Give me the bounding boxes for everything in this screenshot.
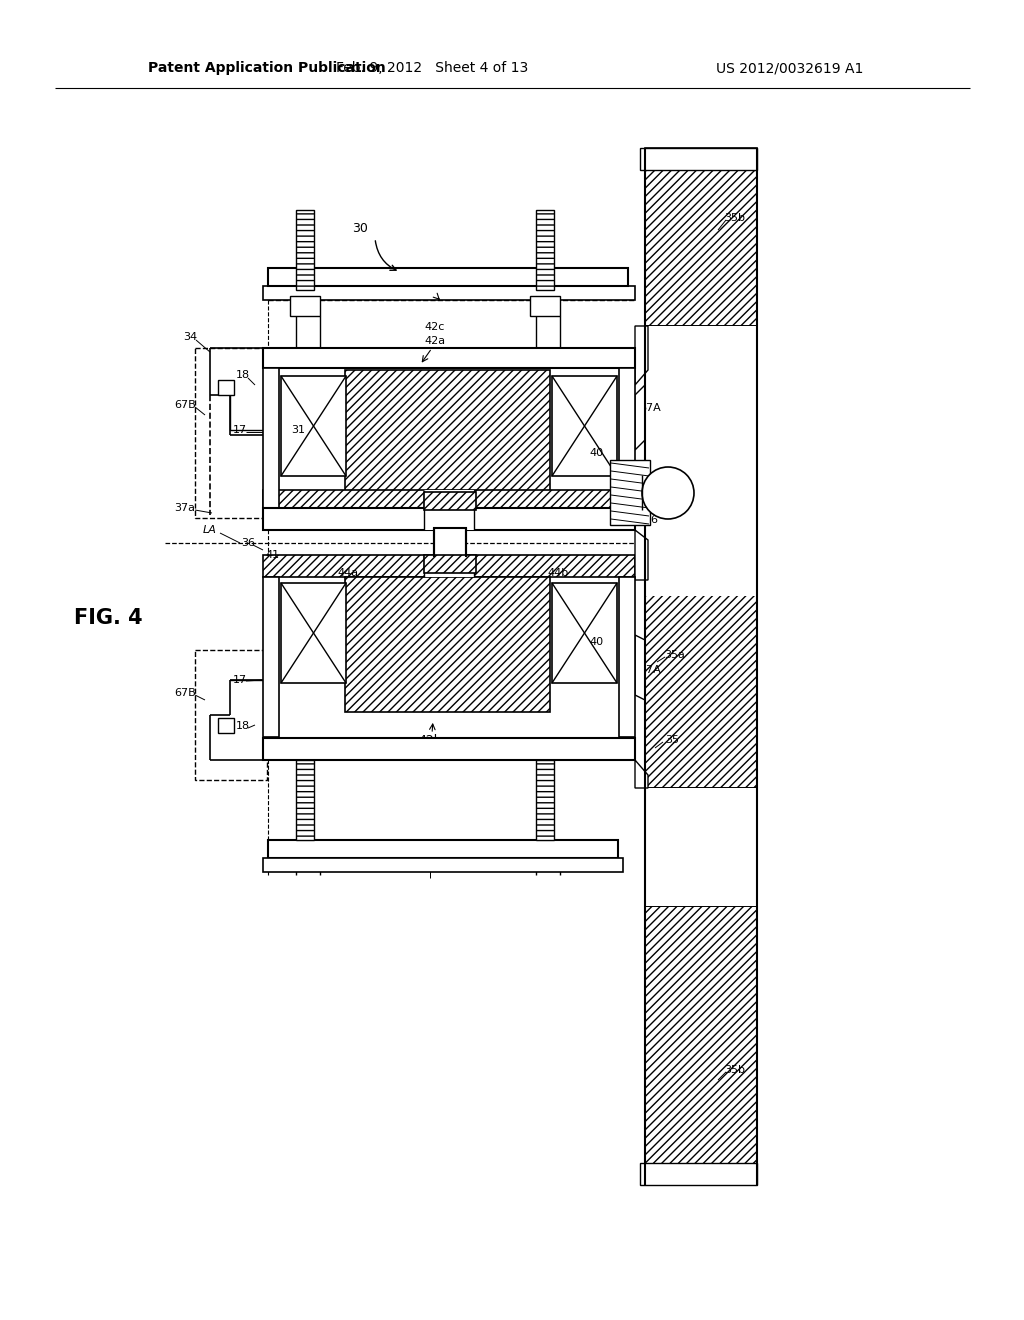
- Text: 43a: 43a: [338, 510, 358, 520]
- Bar: [263, 490, 635, 531]
- Bar: [263, 577, 279, 737]
- Circle shape: [642, 467, 694, 519]
- Bar: [640, 148, 757, 170]
- Text: 42b: 42b: [418, 734, 441, 747]
- Text: 67B: 67B: [174, 688, 196, 698]
- Text: 33: 33: [538, 280, 552, 290]
- Text: 16: 16: [645, 515, 659, 525]
- Text: Patent Application Publication: Patent Application Publication: [148, 61, 386, 75]
- Text: 33a: 33a: [333, 273, 353, 282]
- Text: 35b: 35b: [725, 1065, 745, 1074]
- Bar: [195, 649, 267, 780]
- Bar: [610, 459, 650, 525]
- Text: 37c: 37c: [626, 503, 646, 513]
- Text: 18: 18: [236, 721, 250, 731]
- Polygon shape: [635, 326, 648, 385]
- Bar: [536, 210, 554, 290]
- Text: 30: 30: [352, 222, 368, 235]
- Bar: [645, 579, 757, 788]
- Bar: [268, 840, 618, 858]
- Bar: [281, 376, 346, 477]
- Text: 44b: 44b: [548, 568, 568, 578]
- Bar: [218, 718, 234, 733]
- Text: 17: 17: [232, 675, 247, 685]
- Bar: [281, 583, 346, 682]
- Bar: [645, 326, 757, 597]
- Text: 43b: 43b: [548, 510, 568, 520]
- Bar: [536, 760, 554, 840]
- Bar: [645, 906, 757, 1185]
- Text: 40: 40: [590, 638, 604, 647]
- Text: Feb. 9, 2012   Sheet 4 of 13: Feb. 9, 2012 Sheet 4 of 13: [336, 61, 528, 75]
- Polygon shape: [635, 760, 648, 788]
- Bar: [424, 492, 476, 510]
- Bar: [263, 508, 635, 531]
- Bar: [296, 760, 314, 840]
- Bar: [296, 210, 314, 290]
- Bar: [290, 296, 319, 315]
- Bar: [263, 286, 635, 300]
- Bar: [645, 788, 757, 906]
- Text: 67A: 67A: [639, 665, 660, 675]
- Text: 32: 32: [424, 286, 440, 300]
- Bar: [263, 368, 279, 531]
- Bar: [552, 583, 617, 682]
- Polygon shape: [635, 531, 648, 579]
- Bar: [345, 370, 550, 506]
- Text: 42a: 42a: [424, 337, 445, 346]
- Bar: [263, 348, 635, 368]
- Text: 42c: 42c: [425, 322, 445, 333]
- Text: 42: 42: [422, 857, 438, 870]
- Text: 35a: 35a: [665, 649, 685, 660]
- Text: 31: 31: [291, 425, 305, 436]
- Text: 37a: 37a: [174, 503, 196, 513]
- Bar: [345, 577, 550, 711]
- Bar: [263, 554, 635, 577]
- Bar: [424, 490, 474, 531]
- Text: 36: 36: [241, 539, 255, 548]
- Bar: [618, 368, 635, 531]
- Text: 67B: 67B: [174, 400, 196, 411]
- Text: 67A: 67A: [639, 403, 660, 413]
- Bar: [530, 296, 560, 315]
- Bar: [268, 268, 628, 286]
- Text: 18: 18: [236, 370, 250, 380]
- Bar: [645, 148, 757, 326]
- Bar: [424, 554, 476, 573]
- Polygon shape: [635, 385, 645, 450]
- Text: 33b: 33b: [563, 273, 585, 282]
- Text: FIG. 4: FIG. 4: [74, 609, 142, 628]
- Text: 35b: 35b: [725, 213, 745, 223]
- Text: 40: 40: [590, 447, 604, 458]
- Text: 33: 33: [291, 280, 305, 290]
- Bar: [552, 376, 617, 477]
- Bar: [640, 1163, 757, 1185]
- Bar: [618, 577, 635, 737]
- Text: LA: LA: [203, 525, 217, 535]
- Text: 37b: 37b: [639, 491, 660, 502]
- Bar: [263, 858, 623, 873]
- Text: US 2012/0032619 A1: US 2012/0032619 A1: [717, 61, 863, 75]
- Bar: [263, 738, 635, 760]
- Bar: [195, 348, 267, 517]
- Bar: [218, 380, 234, 395]
- Text: 35: 35: [665, 735, 679, 744]
- Bar: [424, 554, 474, 577]
- Text: 34: 34: [183, 333, 197, 342]
- Text: 41: 41: [265, 550, 280, 560]
- Bar: [434, 528, 466, 557]
- Text: 17: 17: [232, 425, 247, 436]
- Polygon shape: [635, 635, 645, 700]
- Text: 44a: 44a: [338, 568, 358, 578]
